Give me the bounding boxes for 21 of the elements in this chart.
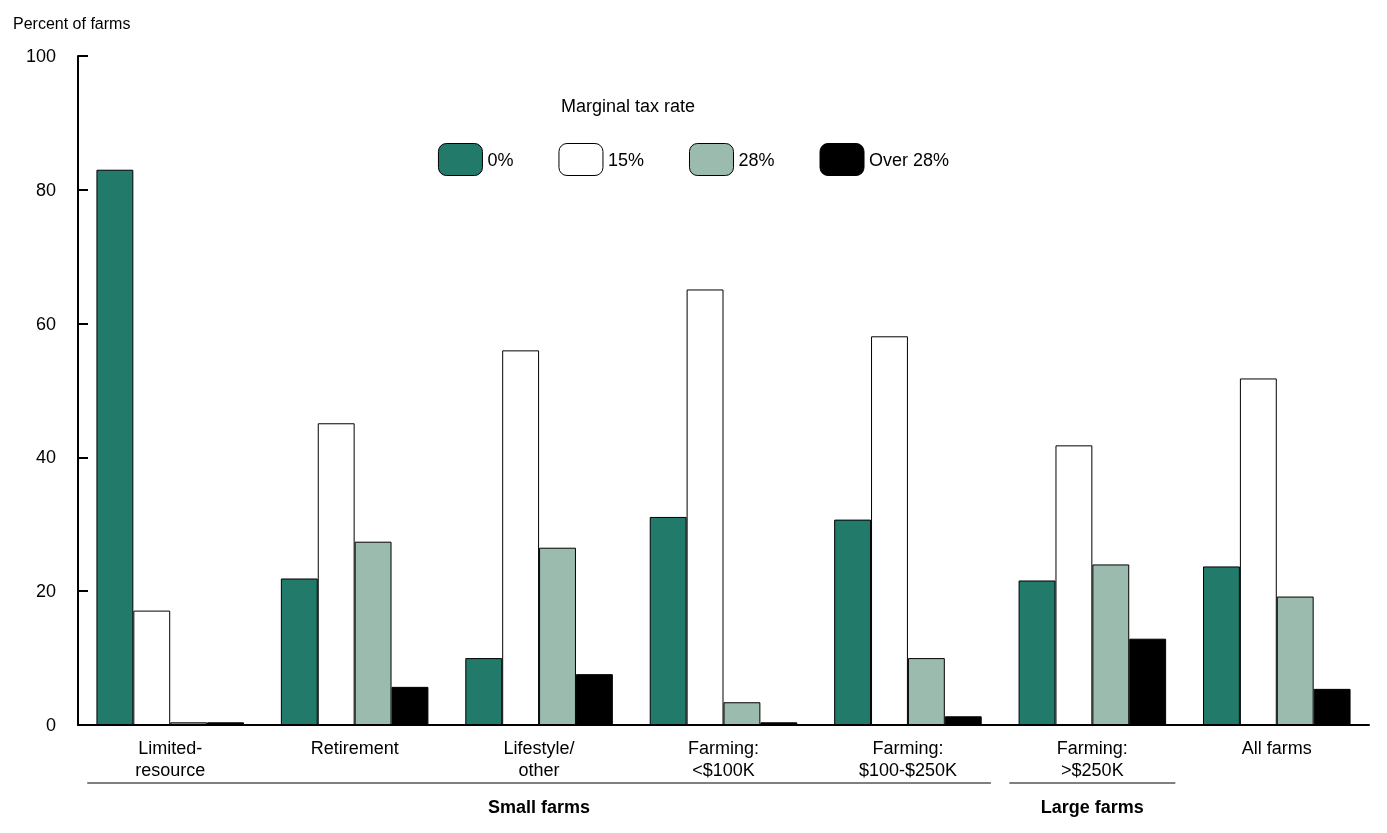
y-tick-label: 40: [35, 447, 56, 468]
y-tick-label: 80: [35, 179, 56, 200]
x-tick-label: Farming: <$100K: [687, 738, 760, 780]
legend-label: 15%: [607, 149, 644, 170]
legend-label: Over 28%: [869, 149, 950, 170]
y-tick-label: 60: [35, 313, 56, 334]
legend-label: 28%: [738, 149, 775, 170]
text: Large farms: [1040, 797, 1144, 817]
y-tick-label: 0: [45, 715, 56, 735]
x-tick-label: All farms: [1241, 738, 1312, 758]
x-tick-label: Lifestyle/ other: [503, 738, 575, 780]
y-tick-label: 20: [35, 581, 56, 602]
legend-label: 0%: [487, 149, 514, 170]
y-tick-label: 100: [25, 46, 56, 66]
legend-title: Marginal tax rate: [561, 96, 696, 116]
x-tick-label: Farming: >$250K: [1056, 738, 1128, 780]
y-axis-title: Percent of farms: [13, 14, 131, 32]
text: Small farms: [488, 797, 591, 817]
x-tick-label: Limited- resource: [135, 738, 206, 780]
x-tick-label: Retirement: [310, 738, 399, 758]
x-tick-label: Farming: $100-$250K: [858, 738, 957, 780]
